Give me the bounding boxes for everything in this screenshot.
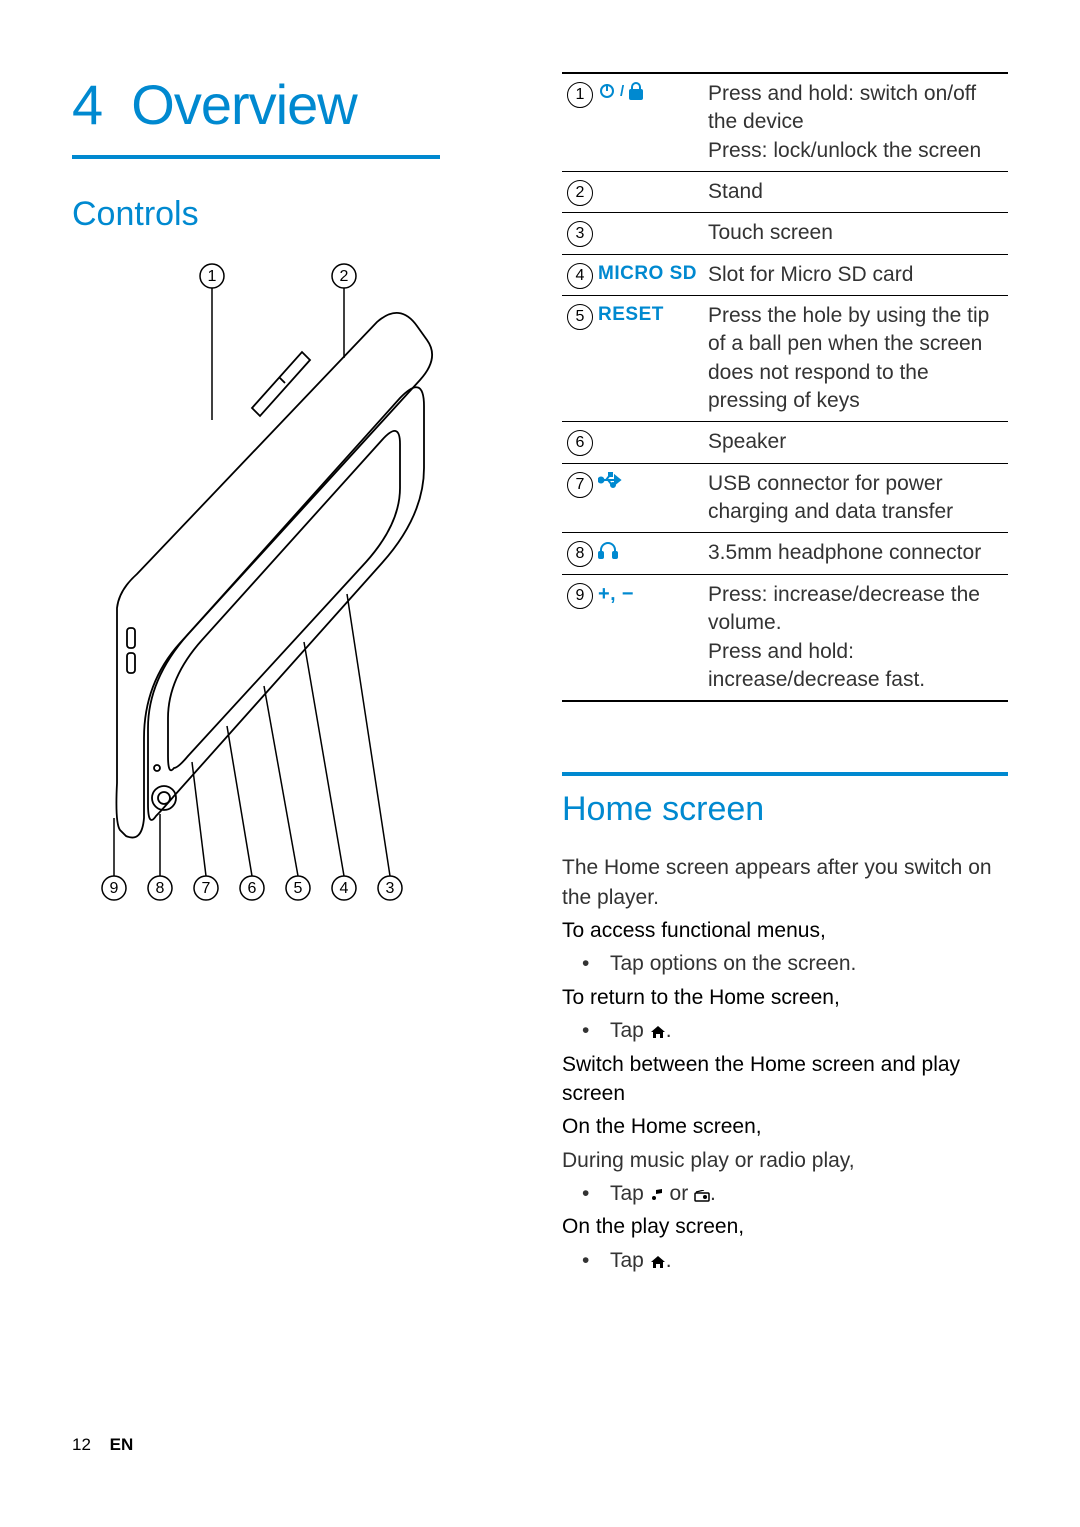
control-description: Press: increase/decrease the volume.Pres… — [708, 581, 1008, 694]
control-row: 6 Speaker — [562, 422, 1008, 463]
home-return-title: To return to the Home screen, — [562, 986, 840, 1009]
control-row: 2 Stand — [562, 172, 1008, 213]
control-icon — [598, 219, 708, 247]
control-row: 9+, −Press: increase/decrease the volume… — [562, 575, 1008, 700]
callout-3: 3 — [386, 880, 395, 897]
control-icon: / — [598, 80, 708, 165]
callout-1: 1 — [208, 268, 217, 285]
control-description: Press the hole by using the tip of a bal… — [708, 302, 1008, 415]
controls-table: 1 / Press and hold: switch on/off the devi… — [562, 72, 1008, 702]
left-column: 4 Overview Controls 1 2 — [72, 72, 512, 943]
control-description: Stand — [708, 178, 1008, 206]
control-row: 4MICRO SDSlot for Micro SD card — [562, 255, 1008, 296]
callout-9: 9 — [110, 880, 119, 897]
control-icon — [598, 428, 708, 456]
music-note-icon — [650, 1188, 664, 1202]
control-description: USB connector for power charging and dat… — [708, 470, 1008, 527]
control-number: 2 — [567, 180, 593, 206]
control-icon: RESET — [598, 302, 708, 415]
control-number: 5 — [567, 304, 593, 330]
home-return-item: Tap . — [610, 1016, 1008, 1045]
chapter-number: 4 — [72, 73, 102, 136]
control-number: 9 — [567, 583, 593, 609]
control-description: Slot for Micro SD card — [708, 261, 1008, 289]
home-during: During music play or radio play, — [562, 1146, 1008, 1175]
callout-2: 2 — [340, 268, 349, 285]
control-number: 1 — [567, 82, 593, 108]
home-icon — [650, 1255, 666, 1269]
callout-6: 6 — [248, 880, 257, 897]
control-number: 4 — [567, 263, 593, 289]
control-description: Press and hold: switch on/off the device… — [708, 80, 1008, 165]
control-row: 5RESETPress the hole by using the tip of… — [562, 296, 1008, 422]
device-diagram: 1 2 — [82, 258, 462, 938]
control-row: 8 3.5mm headphone connector — [562, 533, 1008, 574]
chapter-heading: 4 Overview — [72, 72, 512, 137]
home-on-play-item: Tap . — [610, 1246, 1008, 1275]
page-language: EN — [110, 1435, 134, 1454]
section-home-title: Home screen — [562, 790, 1008, 829]
callout-4: 4 — [340, 880, 349, 897]
page-footer: 12 EN — [72, 1435, 133, 1455]
control-icon: +, − — [598, 581, 708, 694]
home-switch-title: Switch between the Home screen and play … — [562, 1053, 960, 1105]
control-description: Touch screen — [708, 219, 1008, 247]
control-number: 6 — [567, 430, 593, 456]
home-intro: The Home screen appears after you switch… — [562, 853, 1008, 912]
chapter-rule — [72, 155, 440, 159]
control-description: 3.5mm headphone connector — [708, 539, 1008, 567]
control-icon — [598, 470, 708, 527]
control-icon — [598, 178, 708, 206]
right-column: 1 / Press and hold: switch on/off the devi… — [562, 72, 1008, 1279]
callout-5: 5 — [294, 880, 303, 897]
home-on-play: On the play screen, — [562, 1215, 744, 1238]
control-number: 8 — [567, 541, 593, 567]
home-tap-music: Tap or . — [610, 1179, 1008, 1208]
callout-7: 7 — [202, 880, 211, 897]
control-description: Speaker — [708, 428, 1008, 456]
control-icon — [598, 539, 708, 567]
page-number: 12 — [72, 1435, 91, 1454]
control-row: 7 USB connector for power charging and da… — [562, 464, 1008, 534]
home-screen-body: The Home screen appears after you switch… — [562, 853, 1008, 1275]
chapter-title: Overview — [131, 73, 356, 136]
home-on-home: On the Home screen, — [562, 1115, 762, 1138]
svg-text:/: / — [620, 83, 625, 100]
control-number: 7 — [567, 472, 593, 498]
callout-8: 8 — [156, 880, 165, 897]
control-row: 3 Touch screen — [562, 213, 1008, 254]
control-icon: MICRO SD — [598, 261, 708, 289]
home-access-item: Tap options on the screen. — [610, 949, 1008, 978]
control-row: 1 / Press and hold: switch on/off the devi… — [562, 74, 1008, 172]
control-number: 3 — [567, 221, 593, 247]
section-controls-title: Controls — [72, 195, 512, 234]
home-icon — [650, 1025, 666, 1039]
radio-icon — [694, 1190, 710, 1202]
home-access-title: To access functional menus, — [562, 919, 826, 942]
